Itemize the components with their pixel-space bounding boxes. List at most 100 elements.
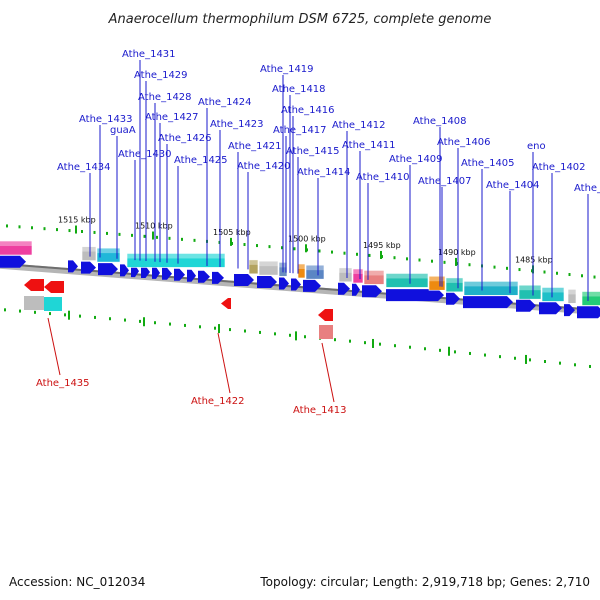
gene-label: Athe_1434 [57,162,111,173]
minor-tick [143,234,146,238]
gene-label: Athe_1409 [389,154,443,165]
minor-tick [181,237,183,241]
feature-block-highlight [82,246,96,252]
minor-tick [19,309,21,313]
cds-plus-arrow [162,267,172,280]
gene-label: Athe_1433 [79,114,133,125]
minor-tick [454,350,456,354]
feature-block-highlight [568,289,576,295]
gene-label: Athe_1422 [191,396,245,407]
minor-tick [131,233,133,237]
cds-plus-arrow [516,299,536,312]
feature-block [463,281,519,296]
cds-plus-arrow [303,279,321,292]
genome-title: Anaerocellum thermophilum DSM 6725, comp… [108,12,492,27]
gene-label: guaA [110,125,136,136]
kbp-tick-label: 1510 kbp [135,222,173,231]
cds-plus-arrow [174,268,185,281]
feature-block [352,268,364,284]
feature-block-highlight [298,263,305,269]
minor-tick [193,238,196,242]
feature-layer [0,240,600,339]
major-tick [448,346,450,356]
minor-tick [106,231,108,235]
cds-minus-arrow [221,298,231,309]
minor-tick [574,363,576,367]
gene-label: Athe_1425 [174,155,228,166]
minor-tick [199,325,201,329]
gene-label: eno [527,141,546,152]
gene-label: Athe_1430 [118,149,172,160]
feature-block-highlight [582,291,600,297]
major-tick [295,331,297,341]
feature-block-highlight [249,259,258,265]
minor-tick [79,314,81,318]
minor-tick [394,344,396,348]
feature-block-highlight [259,261,278,267]
minor-tick [349,339,351,343]
minor-tick [368,253,371,257]
cds-plus-arrow [577,306,600,319]
minor-tick [506,266,508,270]
major-tick [143,317,145,327]
feature-block [81,246,97,261]
minor-tick [118,232,121,236]
minor-tick [43,227,46,231]
minor-tick [256,244,258,248]
kbp-tick-label: 1505 kbp [213,228,251,237]
minor-tick [409,345,411,349]
minor-tick [439,348,441,352]
minor-tick [18,225,21,229]
cds-plus-arrow [386,289,444,302]
gene-label: Athe_1408 [413,116,467,127]
feature-block-highlight [353,268,363,274]
feature-block-highlight [0,241,32,247]
major-tick [372,338,374,348]
minor-tick [293,247,296,251]
feature-block [24,296,44,310]
minor-tick [559,361,561,365]
feature-block [567,289,577,304]
cds-plus-arrow [463,296,513,309]
cds-plus-arrow [291,278,301,291]
gene-label: Athe_1404 [486,180,540,191]
minor-tick [529,358,531,362]
cds-minus-arrow [318,309,333,321]
minor-tick [168,236,171,240]
cds-plus-arrow [68,260,78,273]
genome-summary-text: Topology: circular; Length: 2,919,718 bp… [259,575,590,589]
minor-tick [124,318,126,322]
minor-tick [343,251,346,255]
tick-layer: 1515 kbp 1510 kbp 1505 kbp 1500 kbp 1495 kbp… [4,216,596,368]
feature-block [518,284,542,300]
gene-label: Athe_1431 [122,49,176,60]
gene-label: Athe_1421 [228,141,282,152]
minor-tick [568,273,571,277]
feature-block-highlight [464,281,518,287]
minor-tick [64,313,66,317]
minor-tick [259,330,261,334]
minor-tick [56,228,58,232]
feature-block-highlight [364,270,384,276]
feature-block-highlight [386,273,428,279]
minor-tick [589,364,591,368]
feature-block-highlight [97,248,120,254]
gene-label: Athe_1427 [145,112,199,123]
minor-tick [304,335,306,339]
feature-block [385,273,429,288]
minor-tick [581,274,583,278]
minor-tick [109,317,111,321]
gene-label: Athe_1416 [281,105,335,116]
minor-tick [431,259,433,263]
feature-block [305,264,325,280]
cds-plus-arrow [212,271,224,284]
cds-plus-arrow [352,283,360,296]
minor-tick [169,322,171,326]
cds-plus-arrow [338,282,350,295]
gene-label: Athe_1419 [260,64,314,75]
minor-tick [34,310,36,314]
gene-label: Athe_1415 [286,146,340,157]
feature-block-highlight [446,277,463,283]
major-tick [380,250,382,259]
cds-plus-arrow [446,292,460,305]
